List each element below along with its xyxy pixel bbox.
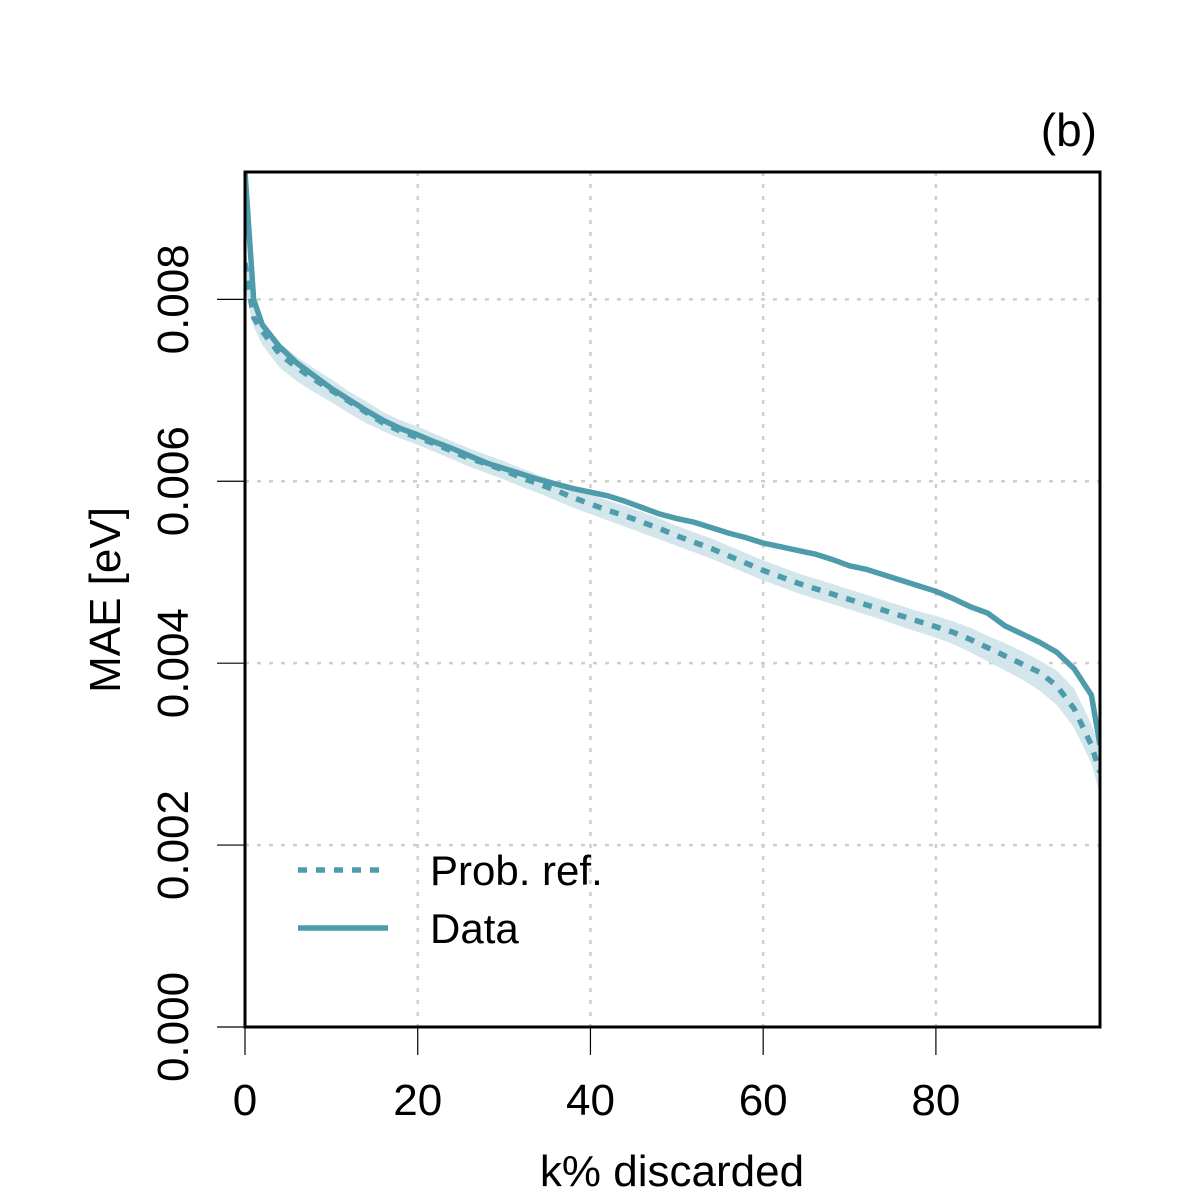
x-tick-label-1: 20 [393, 1076, 442, 1125]
legend-label-prob-ref: Prob. ref. [430, 847, 603, 894]
x-tick-label-3: 60 [739, 1076, 788, 1125]
legend: Prob. ref. Data [298, 847, 603, 952]
x-axis-label: k% discarded [540, 1147, 804, 1196]
x-tick-label-2: 40 [566, 1076, 615, 1125]
panel-label: (b) [1041, 104, 1097, 156]
plot-frame [243, 170, 1102, 1029]
y-axis: 0.000 0.002 0.004 0.006 0.008 [149, 244, 245, 1082]
y-tick-label-1: 0.002 [149, 790, 198, 900]
legend-label-data: Data [430, 905, 519, 952]
y-tick-label-4: 0.008 [149, 244, 198, 354]
x-tick-label-4: 80 [911, 1076, 960, 1125]
series-line-prob-ref [245, 262, 1100, 774]
y-tick-label-3: 0.006 [149, 426, 198, 536]
grid [245, 172, 1100, 1027]
y-tick-label-2: 0.004 [149, 608, 198, 718]
series-line-data [245, 172, 1100, 746]
series-layer [245, 172, 1100, 774]
y-axis-label: MAE [eV] [81, 507, 130, 693]
x-axis: 0 20 40 60 80 [233, 1027, 960, 1125]
y-tick-label-0: 0.000 [149, 972, 198, 1082]
x-tick-label-0: 0 [233, 1076, 257, 1125]
